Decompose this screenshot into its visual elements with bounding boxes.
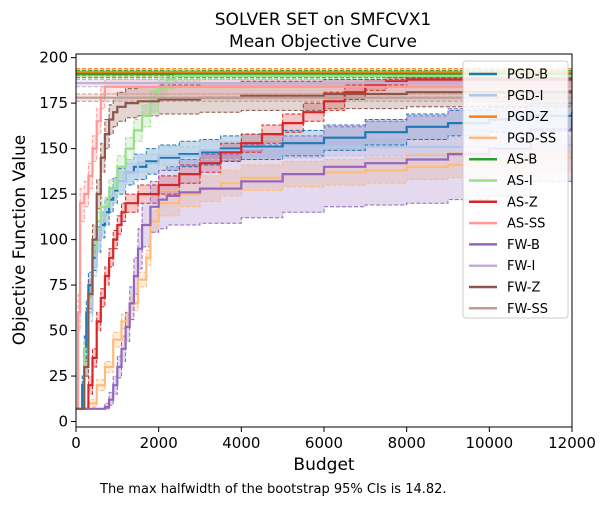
legend-label-as-z: AS-Z <box>507 195 538 210</box>
x-tick-label: 0 <box>71 434 81 452</box>
x-axis-label: Budget <box>293 455 354 475</box>
legend-label-as-b: AS-B <box>507 153 537 168</box>
y-tick-label: 125 <box>39 185 68 203</box>
legend-label-as-ss: AS-SS <box>507 217 545 232</box>
legend-box <box>462 60 569 319</box>
y-tick-label: 25 <box>49 367 68 385</box>
series-line-as-z <box>76 78 572 410</box>
y-tick-label: 100 <box>39 231 68 249</box>
x-axis-ticks: 0 2000 4000 6000 8000 10000 12000 <box>71 427 596 452</box>
legend-label-fw-ss: FW-SS <box>507 302 548 317</box>
y-tick-label: 50 <box>49 322 68 340</box>
ci-upper-fw-b <box>76 83 572 410</box>
legend-label-pgd-z: PGD-Z <box>507 110 549 125</box>
ci-halfwidth-caption: The max halfwidth of the bootstrap 95% C… <box>99 482 447 497</box>
x-tick-label: 4000 <box>222 434 260 452</box>
legend-label-as-i: AS-I <box>507 174 533 189</box>
series-line-pgd-b <box>76 112 572 410</box>
ci-lower-pgd-ss <box>76 166 572 410</box>
chart-title-line-2: Mean Objective Curve <box>229 32 417 52</box>
series-line-as-ss <box>76 85 572 410</box>
y-tick-label: 0 <box>58 413 68 431</box>
y-tick-label: 200 <box>39 49 68 67</box>
y-tick-label: 150 <box>39 140 68 158</box>
y-tick-label: 175 <box>39 94 68 112</box>
x-tick-label: 6000 <box>305 434 343 452</box>
y-axis-ticks: 0 25 50 75 100 125 150 175 200 <box>39 49 76 431</box>
y-tick-label: 75 <box>49 276 68 294</box>
ci-band-fw-z <box>76 75 572 409</box>
legend-label-fw-b: FW-B <box>507 238 540 253</box>
x-tick-label: 10000 <box>465 434 513 452</box>
series-line-fw-z <box>76 90 572 410</box>
chart-title-line-1: SOLVER SET on SMFCVX1 <box>215 10 431 30</box>
legend: PGD-B PGD-I PGD-Z PGD-SS AS-B AS-I AS-Z AS-SS FW… <box>462 60 569 319</box>
ci-lower-pgd-i <box>76 153 572 410</box>
legend-label-pgd-ss: PGD-SS <box>507 131 556 146</box>
y-axis-label: Objective Function Value <box>10 135 30 345</box>
x-tick-label: 2000 <box>140 434 178 452</box>
legend-label-pgd-i: PGD-I <box>507 89 543 104</box>
legend-label-fw-i: FW-I <box>507 259 535 274</box>
legend-label-fw-z: FW-Z <box>507 281 540 296</box>
legend-label-pgd-b: PGD-B <box>507 68 548 83</box>
x-tick-label: 8000 <box>388 434 426 452</box>
x-tick-label: 12000 <box>548 434 596 452</box>
series-line-pgd-ss <box>76 154 572 410</box>
series-line-fw-b <box>76 117 572 410</box>
